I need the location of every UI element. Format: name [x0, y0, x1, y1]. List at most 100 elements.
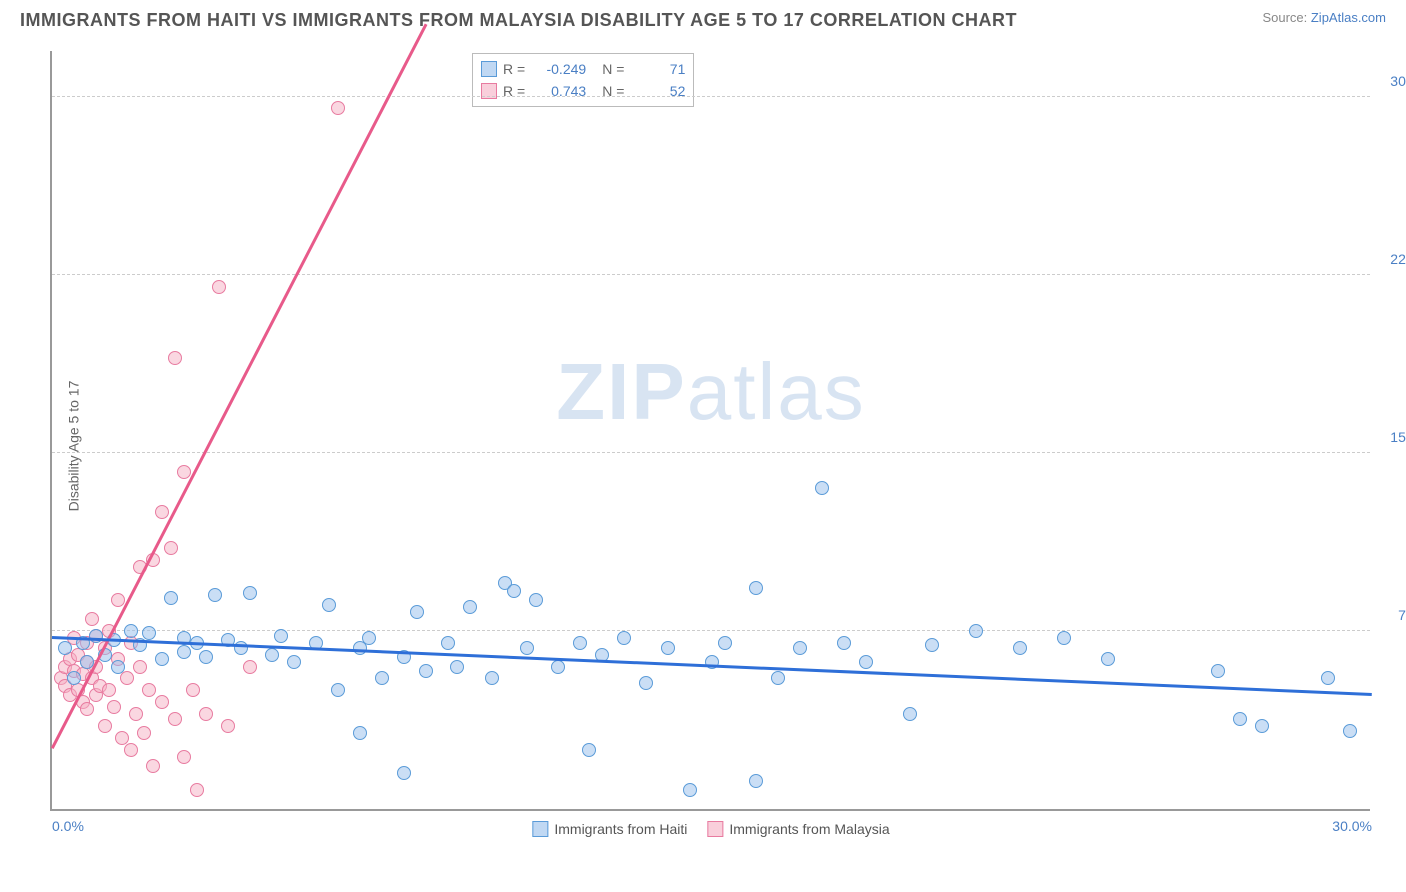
- data-point-haiti: [419, 664, 433, 678]
- swatch-blue: [481, 61, 497, 77]
- data-point-haiti: [58, 641, 72, 655]
- data-point-haiti: [837, 636, 851, 650]
- data-point-haiti: [639, 676, 653, 690]
- data-point-haiti: [969, 624, 983, 638]
- chart-container: Disability Age 5 to 17 ZIPatlas R = -0.2…: [0, 31, 1406, 861]
- data-point-malaysia: [168, 351, 182, 365]
- data-point-haiti: [1013, 641, 1027, 655]
- swatch-blue-icon: [532, 821, 548, 837]
- y-tick-label: 7.5%: [1398, 607, 1406, 623]
- data-point-malaysia: [155, 695, 169, 709]
- source-link[interactable]: ZipAtlas.com: [1311, 10, 1386, 25]
- data-point-malaysia: [155, 505, 169, 519]
- data-point-haiti: [718, 636, 732, 650]
- gridline: [52, 274, 1370, 275]
- data-point-malaysia: [212, 280, 226, 294]
- plot-area: ZIPatlas R = -0.249 N = 71 R = 0.743 N =…: [50, 51, 1370, 811]
- data-point-malaysia: [331, 101, 345, 115]
- legend-item-haiti: Immigrants from Haiti: [532, 821, 687, 837]
- y-tick-label: 30.0%: [1390, 73, 1406, 89]
- watermark: ZIPatlas: [556, 346, 865, 438]
- data-point-haiti: [749, 774, 763, 788]
- data-point-malaysia: [129, 707, 143, 721]
- data-point-haiti: [177, 645, 191, 659]
- data-point-haiti: [243, 586, 257, 600]
- data-point-haiti: [925, 638, 939, 652]
- data-point-malaysia: [142, 683, 156, 697]
- data-point-haiti: [124, 624, 138, 638]
- data-point-haiti: [1211, 664, 1225, 678]
- legend-item-malaysia: Immigrants from Malaysia: [707, 821, 889, 837]
- data-point-haiti: [199, 650, 213, 664]
- correlation-legend: R = -0.249 N = 71 R = 0.743 N = 52: [472, 53, 694, 107]
- data-point-haiti: [551, 660, 565, 674]
- data-point-haiti: [362, 631, 376, 645]
- chart-title: IMMIGRANTS FROM HAITI VS IMMIGRANTS FROM…: [20, 10, 1017, 31]
- data-point-malaysia: [146, 759, 160, 773]
- data-point-haiti: [375, 671, 389, 685]
- data-point-haiti: [771, 671, 785, 685]
- data-point-malaysia: [186, 683, 200, 697]
- y-tick-label: 15.0%: [1390, 429, 1406, 445]
- series-legend: Immigrants from Haiti Immigrants from Ma…: [532, 821, 889, 837]
- data-point-haiti: [142, 626, 156, 640]
- data-point-haiti: [1101, 652, 1115, 666]
- x-tick-label: 0.0%: [52, 818, 84, 834]
- data-point-haiti: [507, 584, 521, 598]
- data-point-haiti: [749, 581, 763, 595]
- data-point-malaysia: [98, 719, 112, 733]
- data-point-malaysia: [177, 465, 191, 479]
- data-point-malaysia: [168, 712, 182, 726]
- data-point-haiti: [573, 636, 587, 650]
- data-point-haiti: [287, 655, 301, 669]
- data-point-haiti: [485, 671, 499, 685]
- data-point-malaysia: [164, 541, 178, 555]
- data-point-malaysia: [80, 702, 94, 716]
- data-point-malaysia: [243, 660, 257, 674]
- data-point-haiti: [661, 641, 675, 655]
- data-point-haiti: [520, 641, 534, 655]
- data-point-haiti: [1233, 712, 1247, 726]
- data-point-malaysia: [137, 726, 151, 740]
- x-tick-label: 30.0%: [1332, 818, 1372, 834]
- data-point-haiti: [441, 636, 455, 650]
- data-point-haiti: [903, 707, 917, 721]
- data-point-haiti: [410, 605, 424, 619]
- data-point-malaysia: [102, 683, 116, 697]
- data-point-malaysia: [190, 783, 204, 797]
- data-point-haiti: [1321, 671, 1335, 685]
- data-point-haiti: [164, 591, 178, 605]
- legend-row-pink: R = 0.743 N = 52: [481, 80, 685, 102]
- data-point-malaysia: [120, 671, 134, 685]
- data-point-malaysia: [124, 743, 138, 757]
- data-point-haiti: [208, 588, 222, 602]
- data-point-haiti: [529, 593, 543, 607]
- data-point-malaysia: [199, 707, 213, 721]
- data-point-haiti: [274, 629, 288, 643]
- data-point-haiti: [683, 783, 697, 797]
- source-attribution: Source: ZipAtlas.com: [1262, 10, 1386, 25]
- data-point-malaysia: [133, 660, 147, 674]
- data-point-haiti: [265, 648, 279, 662]
- data-point-haiti: [617, 631, 631, 645]
- data-point-haiti: [397, 766, 411, 780]
- data-point-haiti: [1057, 631, 1071, 645]
- y-tick-label: 22.5%: [1390, 251, 1406, 267]
- data-point-haiti: [859, 655, 873, 669]
- data-point-haiti: [322, 598, 336, 612]
- legend-row-blue: R = -0.249 N = 71: [481, 58, 685, 80]
- data-point-haiti: [331, 683, 345, 697]
- data-point-haiti: [67, 671, 81, 685]
- gridline: [52, 452, 1370, 453]
- data-point-haiti: [463, 600, 477, 614]
- data-point-haiti: [353, 726, 367, 740]
- data-point-haiti: [1343, 724, 1357, 738]
- data-point-haiti: [815, 481, 829, 495]
- data-point-haiti: [582, 743, 596, 757]
- gridline: [52, 96, 1370, 97]
- swatch-pink-icon: [707, 821, 723, 837]
- data-point-malaysia: [221, 719, 235, 733]
- data-point-haiti: [450, 660, 464, 674]
- data-point-haiti: [793, 641, 807, 655]
- swatch-pink: [481, 83, 497, 99]
